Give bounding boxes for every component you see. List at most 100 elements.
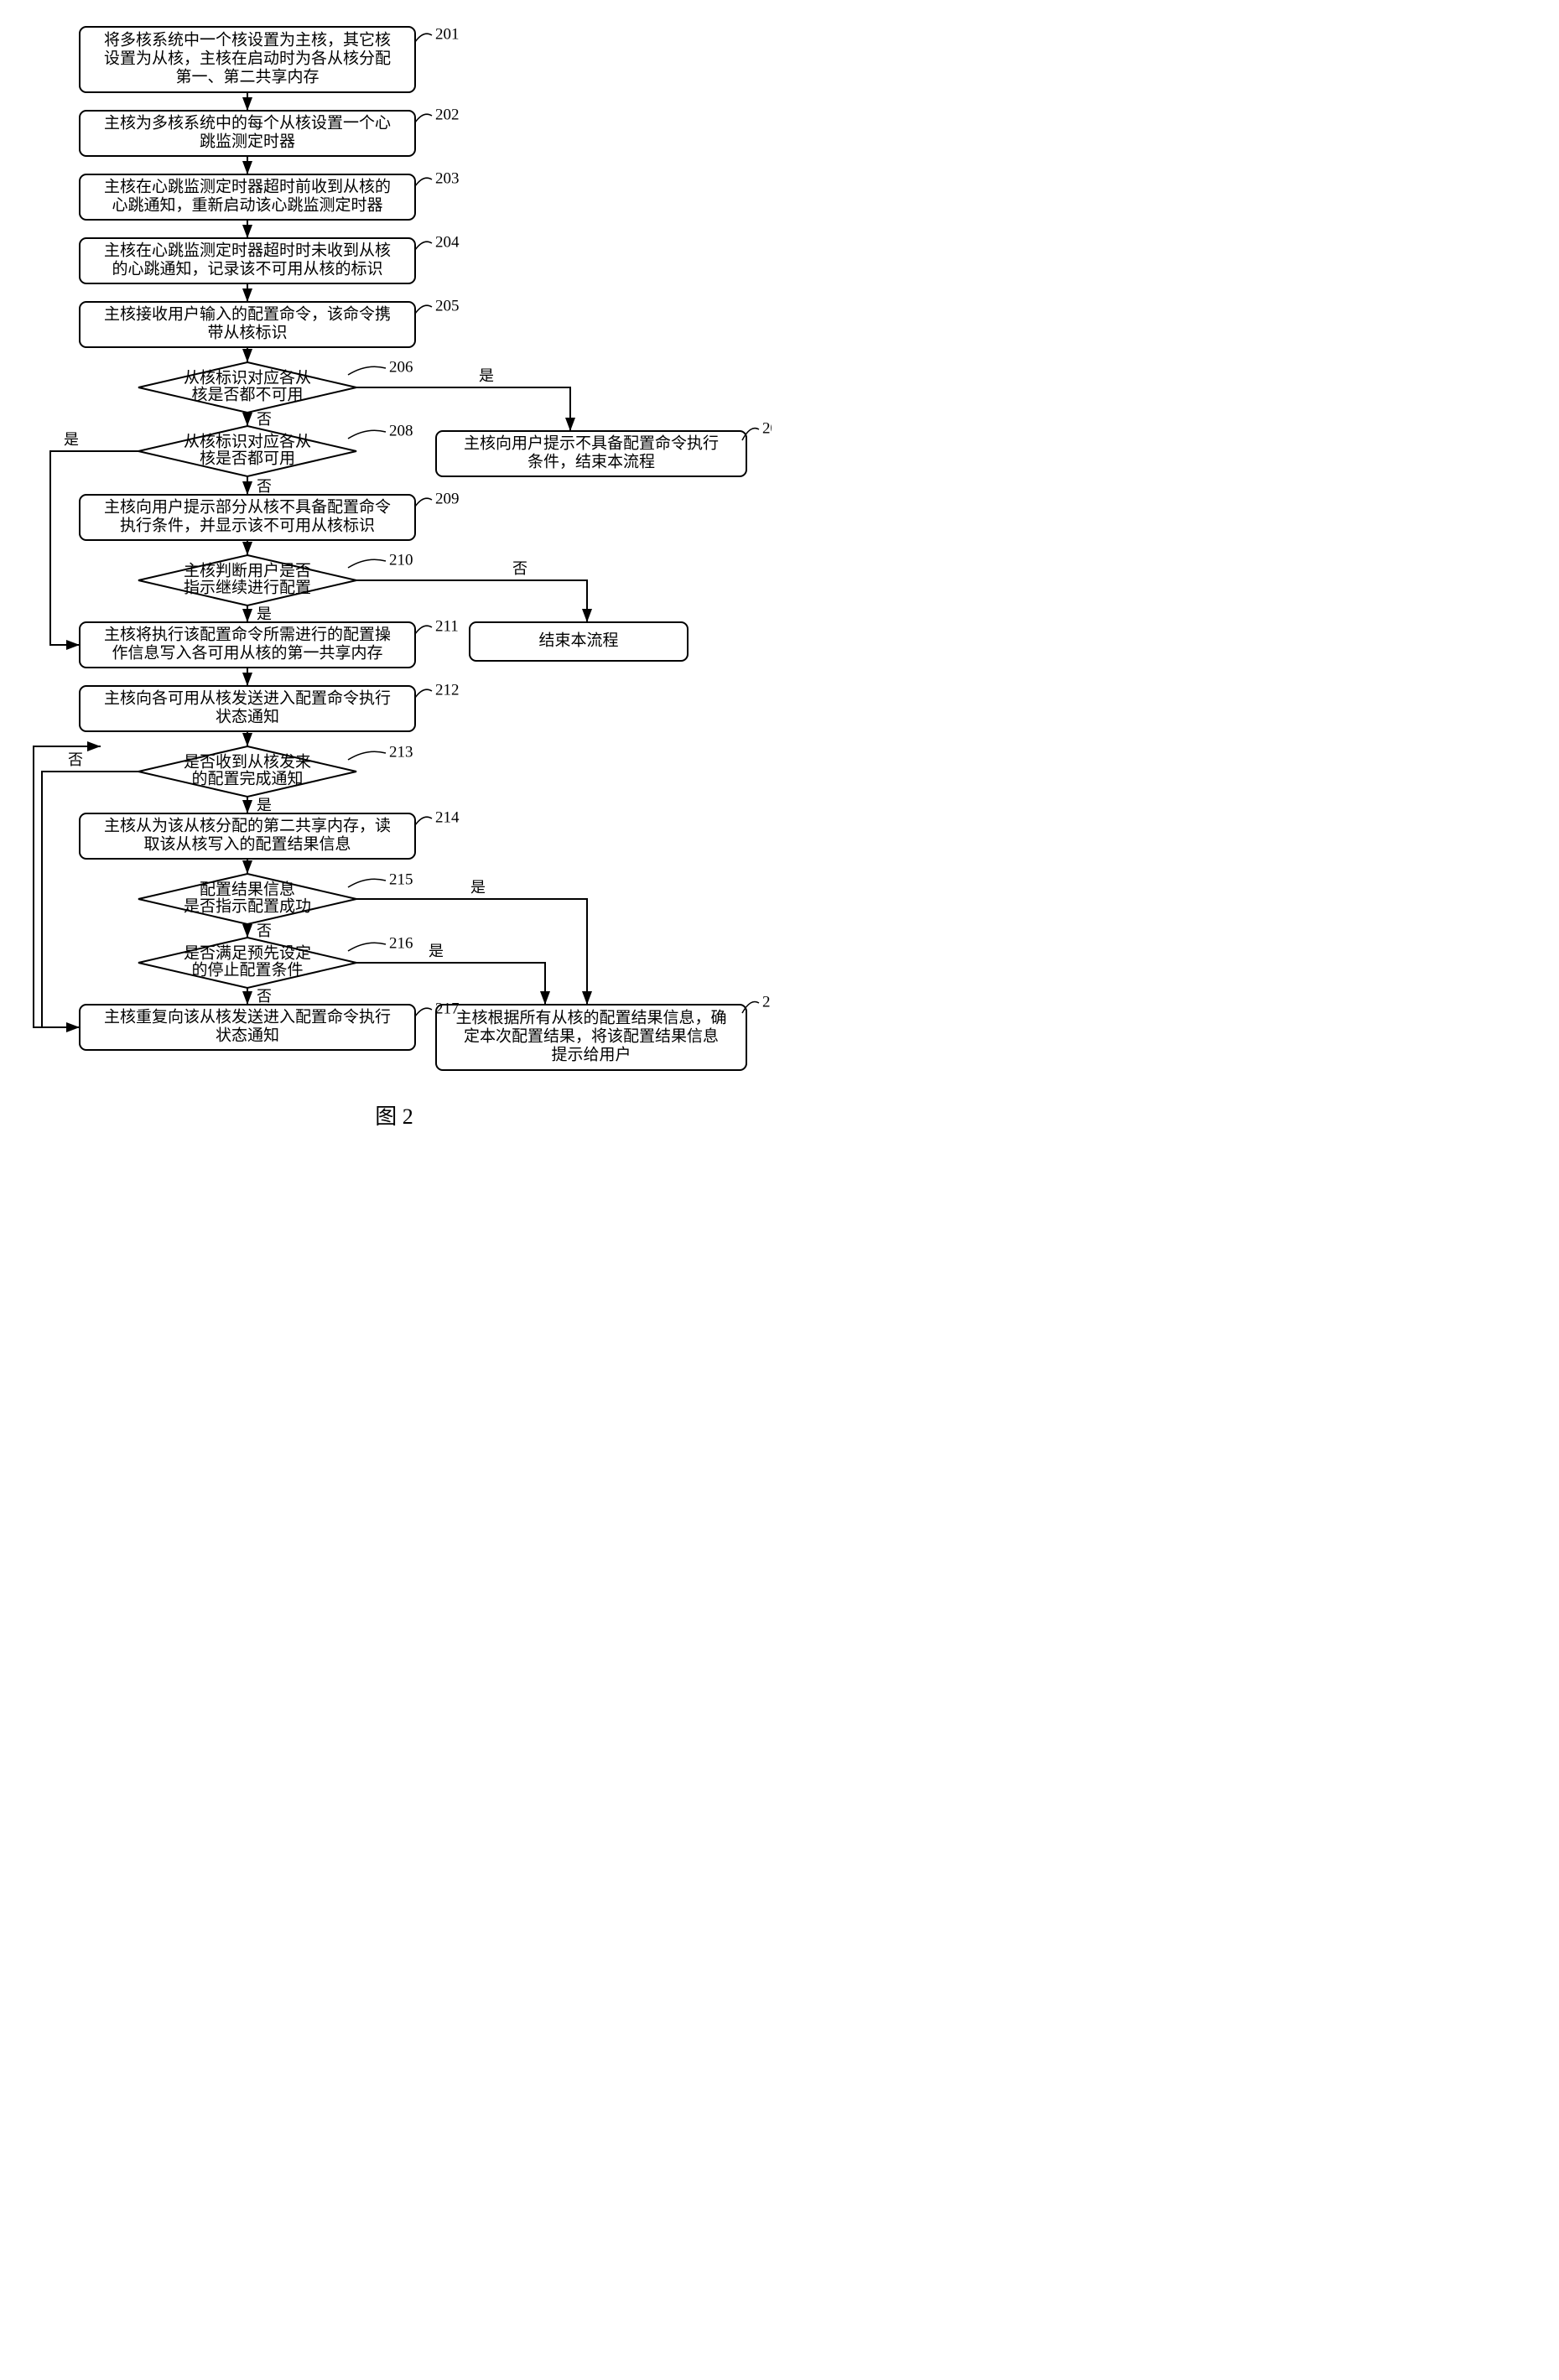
leader-line <box>348 559 386 568</box>
svg-text:带从核标识: 带从核标识 <box>207 323 287 341</box>
svg-text:第一、第二共享内存: 第一、第二共享内存 <box>175 67 319 86</box>
svg-text:是: 是 <box>429 943 444 959</box>
svg-text:核是否都不可用: 核是否都不可用 <box>191 385 303 403</box>
step-number: 214 <box>435 808 460 826</box>
svg-text:否: 否 <box>257 411 272 428</box>
svg-text:将多核系统中一个核设置为主核，其它核: 将多核系统中一个核设置为主核，其它核 <box>104 30 391 49</box>
svg-text:提示给用户: 提示给用户 <box>551 1045 631 1063</box>
svg-text:取该从核写入的配置结果信息: 取该从核写入的配置结果信息 <box>143 834 351 853</box>
leader-line <box>348 879 386 887</box>
svg-text:状态通知: 状态通知 <box>216 707 279 725</box>
svg-text:是否满足预先设定: 是否满足预先设定 <box>184 943 311 962</box>
svg-text:否: 否 <box>257 988 272 1005</box>
box-209: 主核向用户提示部分从核不具备配置命令执行条件，并显示该不可用从核标识 <box>80 495 415 540</box>
flow-arrow <box>34 746 101 1027</box>
svg-text:条件，结束本流程: 条件，结束本流程 <box>527 452 655 470</box>
box-205: 主核接收用户输入的配置命令，该命令携带从核标识 <box>80 302 415 347</box>
leader-line <box>415 305 432 314</box>
svg-text:否: 否 <box>257 478 272 495</box>
step-number: 204 <box>435 233 460 251</box>
svg-text:否: 否 <box>257 922 272 939</box>
svg-text:主核重复向该从核发送进入配置命令执行: 主核重复向该从核发送进入配置命令执行 <box>104 1007 391 1026</box>
box-218: 主核根据所有从核的配置结果信息，确定本次配置结果，将该配置结果信息提示给用户 <box>436 1005 746 1070</box>
svg-text:的停止配置条件: 的停止配置条件 <box>191 960 303 979</box>
box-end: 结束本流程 <box>470 622 688 661</box>
diamond-213: 是否收到从核发来的配置完成通知 <box>138 746 356 797</box>
box-217: 主核重复向该从核发送进入配置命令执行状态通知 <box>80 1005 415 1050</box>
leader-line <box>415 817 432 825</box>
svg-text:否: 否 <box>512 560 527 577</box>
step-number: 206 <box>389 358 413 376</box>
svg-text:主核接收用户输入的配置命令，该命令携: 主核接收用户输入的配置命令，该命令携 <box>104 304 391 323</box>
svg-text:主核向用户提示部分从核不具备配置命令: 主核向用户提示部分从核不具备配置命令 <box>104 497 391 516</box>
box-201: 将多核系统中一个核设置为主核，其它核设置为从核，主核在启动时为各从核分配第一、第… <box>80 27 415 92</box>
svg-text:主核向用户提示不具备配置命令执行: 主核向用户提示不具备配置命令执行 <box>464 434 719 452</box>
diamond-208: 从核标识对应各从核是否都可用 <box>138 426 356 476</box>
svg-text:跳监测定时器: 跳监测定时器 <box>200 132 295 150</box>
svg-text:是否指示配置成功: 是否指示配置成功 <box>184 896 311 915</box>
leader-line <box>415 626 432 634</box>
svg-text:从核标识对应各从: 从核标识对应各从 <box>184 368 311 387</box>
diamond-215: 配置结果信息是否指示配置成功 <box>138 874 356 924</box>
box-207: 主核向用户提示不具备配置命令执行条件，结束本流程 <box>436 431 746 476</box>
leader-line <box>415 242 432 250</box>
svg-text:是: 是 <box>257 605 272 622</box>
svg-text:是: 是 <box>479 367 494 384</box>
flow-arrow <box>50 451 138 645</box>
svg-text:的配置完成通知: 的配置完成通知 <box>191 769 303 787</box>
svg-text:结束本流程: 结束本流程 <box>538 631 618 649</box>
leader-line <box>415 689 432 698</box>
svg-text:的心跳通知，记录该不可用从核的标识: 的心跳通知，记录该不可用从核的标识 <box>112 259 382 278</box>
svg-text:状态通知: 状态通知 <box>216 1026 279 1044</box>
svg-text:指示继续进行配置: 指示继续进行配置 <box>184 578 311 596</box>
svg-text:主核为多核系统中的每个从核设置一个心: 主核为多核系统中的每个从核设置一个心 <box>104 113 391 132</box>
svg-text:心跳通知，重新启动该心跳监测定时器: 心跳通知，重新启动该心跳监测定时器 <box>112 195 382 214</box>
svg-text:是: 是 <box>64 431 79 448</box>
step-number: 208 <box>389 422 413 439</box>
box-211: 主核将执行该配置命令所需进行的配置操作信息写入各可用从核的第一共享内存 <box>80 622 415 668</box>
step-number: 212 <box>435 681 460 699</box>
step-number: 205 <box>435 297 460 314</box>
leader-line <box>415 114 432 122</box>
flow-arrow <box>42 772 138 1027</box>
svg-text:定本次配置结果，将该配置结果信息: 定本次配置结果，将该配置结果信息 <box>464 1026 719 1045</box>
svg-text:是: 是 <box>257 797 272 813</box>
leader-line <box>348 943 386 951</box>
leader-line <box>348 751 386 760</box>
step-number: 201 <box>435 25 460 43</box>
svg-text:设置为从核，主核在启动时为各从核分配: 设置为从核，主核在启动时为各从核分配 <box>104 49 391 67</box>
figure-label: 图 2 <box>375 1104 413 1129</box>
svg-text:否: 否 <box>68 751 83 768</box>
leader-line <box>415 1008 432 1016</box>
step-number: 207 <box>762 419 772 437</box>
svg-text:是: 是 <box>470 879 486 896</box>
box-202: 主核为多核系统中的每个从核设置一个心跳监测定时器 <box>80 111 415 156</box>
svg-text:核是否都可用: 核是否都可用 <box>200 449 295 467</box>
diamond-216: 是否满足预先设定的停止配置条件 <box>138 938 356 988</box>
svg-text:配置结果信息: 配置结果信息 <box>200 880 295 898</box>
step-number: 213 <box>389 743 413 761</box>
svg-text:主核向各可用从核发送进入配置命令执行: 主核向各可用从核发送进入配置命令执行 <box>104 689 391 707</box>
step-number: 218 <box>762 993 772 1011</box>
box-212: 主核向各可用从核发送进入配置命令执行状态通知 <box>80 686 415 731</box>
svg-text:主核将执行该配置命令所需进行的配置操: 主核将执行该配置命令所需进行的配置操 <box>104 625 391 643</box>
svg-text:主核在心跳监测定时器超时时未收到从核: 主核在心跳监测定时器超时时未收到从核 <box>104 241 391 259</box>
step-number: 211 <box>435 617 459 635</box>
diamond-206: 从核标识对应各从核是否都不可用 <box>138 362 356 413</box>
leader-line <box>415 178 432 186</box>
box-214: 主核从为该从核分配的第二共享内存，读取该从核写入的配置结果信息 <box>80 813 415 859</box>
svg-text:执行条件，并显示该不可用从核标识: 执行条件，并显示该不可用从核标识 <box>120 516 375 534</box>
leader-line <box>348 430 386 439</box>
step-number: 217 <box>435 1000 460 1017</box>
svg-text:从核标识对应各从: 从核标识对应各从 <box>184 432 311 450</box>
flow-arrow <box>356 963 545 1005</box>
flowchart-diagram: 将多核系统中一个核设置为主核，其它核设置为从核，主核在启动时为各从核分配第一、第… <box>17 17 772 1169</box>
box-203: 主核在心跳监测定时器超时前收到从核的心跳通知，重新启动该心跳监测定时器 <box>80 174 415 220</box>
step-number: 202 <box>435 106 460 123</box>
svg-text:是否收到从核发来: 是否收到从核发来 <box>184 752 311 771</box>
step-number: 216 <box>389 934 413 952</box>
svg-text:主核在心跳监测定时器超时前收到从核的: 主核在心跳监测定时器超时前收到从核的 <box>104 177 391 195</box>
leader-line <box>348 366 386 375</box>
leader-line <box>415 498 432 507</box>
svg-text:主核从为该从核分配的第二共享内存，读: 主核从为该从核分配的第二共享内存，读 <box>104 816 391 834</box>
